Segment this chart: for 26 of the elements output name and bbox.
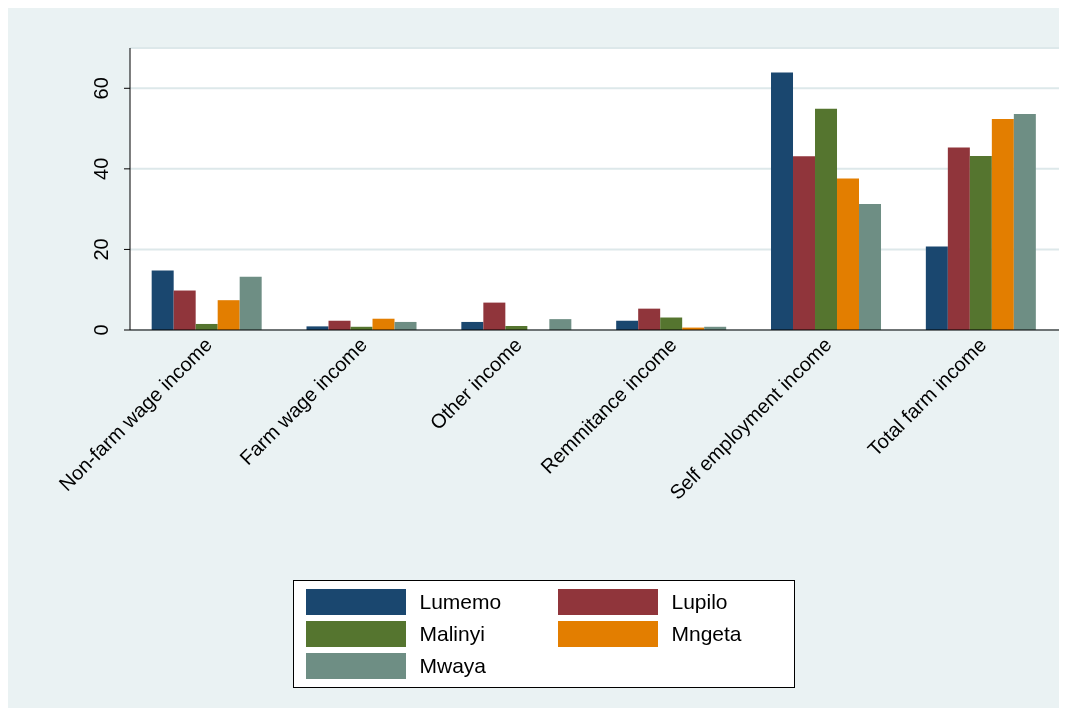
bar xyxy=(771,72,794,330)
bar xyxy=(969,155,992,330)
y-tick-label: 40 xyxy=(90,157,112,180)
bar xyxy=(859,203,882,330)
bar xyxy=(793,156,816,330)
legend-label: Lumemo xyxy=(419,590,503,614)
y-tick-label: 20 xyxy=(90,238,112,261)
bar xyxy=(173,290,196,330)
bar xyxy=(549,319,572,330)
y-tick-label: 0 xyxy=(90,324,112,336)
bar xyxy=(837,178,860,330)
legend-label: Mngeta xyxy=(671,622,743,646)
legend-label: Mwaya xyxy=(419,654,488,678)
bar xyxy=(239,276,262,330)
bar xyxy=(991,118,1014,330)
bar xyxy=(638,308,661,330)
bar xyxy=(151,270,174,330)
bar xyxy=(1013,114,1036,330)
bar xyxy=(815,108,838,330)
legend-label: Malinyi xyxy=(419,622,486,646)
bar xyxy=(947,147,970,330)
y-tick-label: 60 xyxy=(90,77,112,100)
bar xyxy=(217,300,240,330)
bar xyxy=(925,246,948,330)
legend-label: Lupilo xyxy=(671,590,729,614)
bar xyxy=(483,302,506,330)
